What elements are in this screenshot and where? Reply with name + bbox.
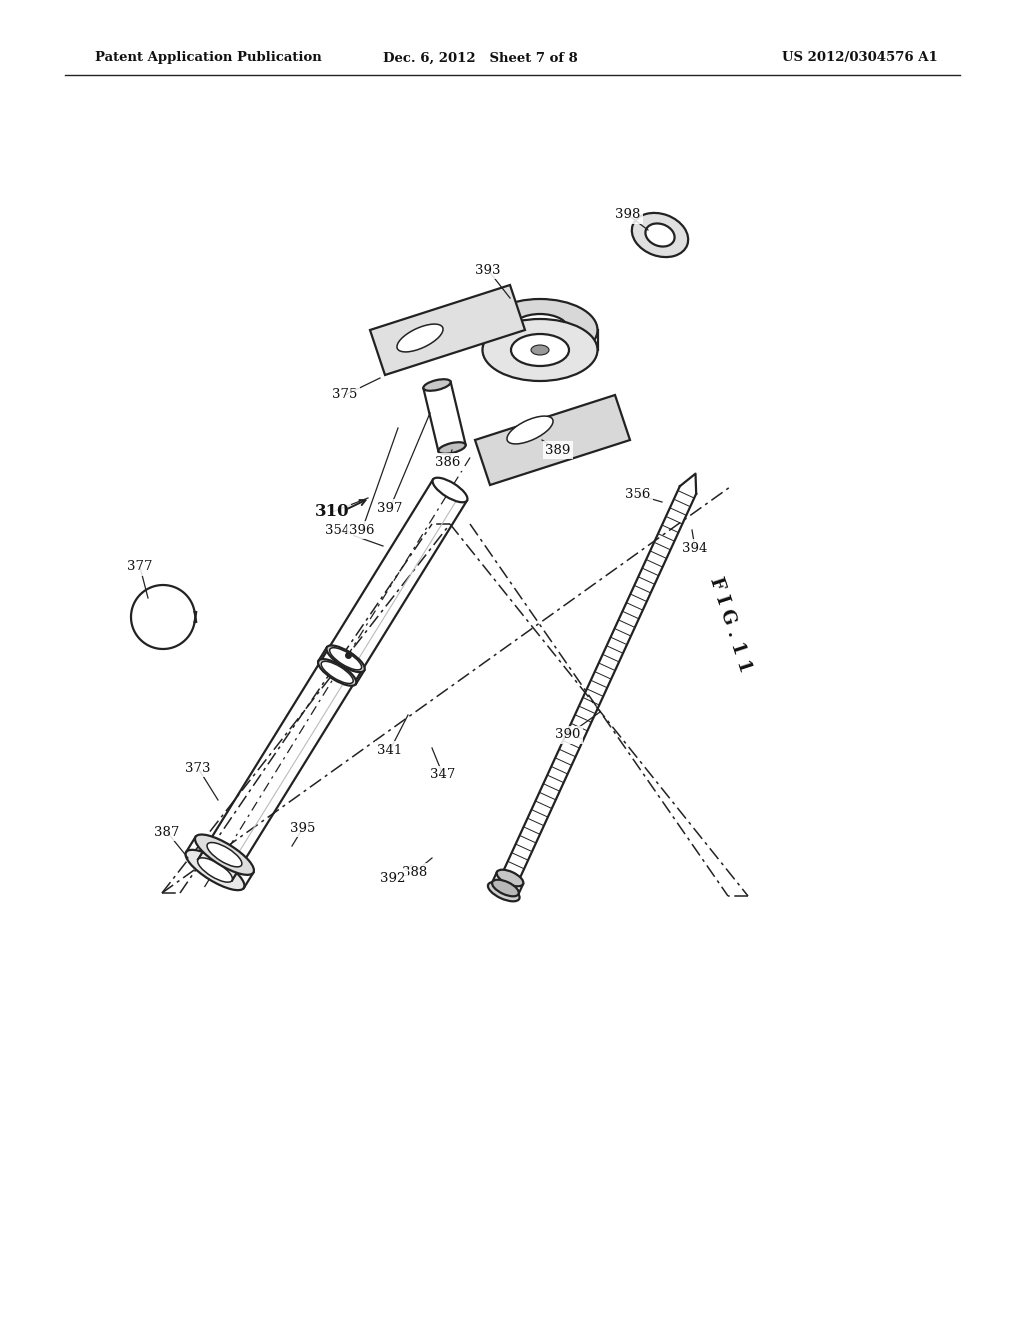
Text: 392: 392 — [380, 871, 406, 884]
Text: Patent Application Publication: Patent Application Publication — [95, 51, 322, 65]
Ellipse shape — [432, 478, 468, 503]
Polygon shape — [475, 395, 630, 484]
Ellipse shape — [493, 879, 519, 896]
Text: 394: 394 — [682, 541, 708, 554]
Text: US 2012/0304576 A1: US 2012/0304576 A1 — [782, 51, 938, 65]
Ellipse shape — [507, 416, 553, 444]
Ellipse shape — [318, 659, 356, 685]
Text: 388: 388 — [402, 866, 428, 879]
Ellipse shape — [198, 858, 232, 882]
Text: 310: 310 — [314, 503, 349, 520]
Text: 395: 395 — [291, 821, 315, 834]
Ellipse shape — [487, 882, 519, 902]
Ellipse shape — [327, 645, 365, 672]
Ellipse shape — [531, 345, 549, 355]
Text: 354: 354 — [326, 524, 350, 536]
Text: F I G . 1 1: F I G . 1 1 — [707, 576, 754, 675]
Text: 396: 396 — [349, 524, 375, 536]
Ellipse shape — [497, 870, 523, 886]
Ellipse shape — [322, 661, 353, 684]
Ellipse shape — [438, 442, 466, 454]
Polygon shape — [370, 285, 525, 375]
Ellipse shape — [482, 300, 597, 360]
Ellipse shape — [185, 850, 245, 890]
Text: 347: 347 — [430, 768, 456, 781]
Text: 377: 377 — [127, 561, 153, 573]
Text: 393: 393 — [475, 264, 501, 276]
Ellipse shape — [632, 213, 688, 257]
Ellipse shape — [397, 325, 443, 352]
Ellipse shape — [482, 319, 597, 381]
Text: 375: 375 — [333, 388, 357, 401]
Text: 398: 398 — [615, 209, 641, 222]
Ellipse shape — [511, 334, 569, 366]
Ellipse shape — [207, 842, 242, 867]
Text: 390: 390 — [555, 729, 581, 742]
Ellipse shape — [195, 834, 254, 875]
Text: 389: 389 — [546, 444, 570, 457]
Text: 356: 356 — [626, 488, 650, 502]
Text: 397: 397 — [377, 502, 402, 515]
Ellipse shape — [330, 648, 361, 669]
Text: Dec. 6, 2012   Sheet 7 of 8: Dec. 6, 2012 Sheet 7 of 8 — [383, 51, 578, 65]
Ellipse shape — [645, 223, 675, 247]
Text: 386: 386 — [435, 455, 461, 469]
Ellipse shape — [511, 314, 569, 346]
Text: 373: 373 — [185, 762, 211, 775]
Ellipse shape — [198, 858, 232, 882]
Text: 341: 341 — [378, 743, 402, 756]
Text: 387: 387 — [155, 825, 179, 838]
Ellipse shape — [423, 379, 451, 391]
